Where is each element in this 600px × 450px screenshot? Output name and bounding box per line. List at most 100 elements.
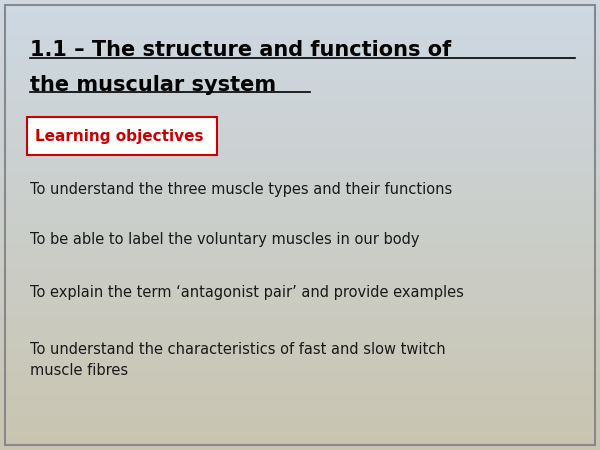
Bar	[0, 446, 600, 448]
Bar	[0, 65, 600, 67]
Bar	[0, 394, 600, 396]
Bar	[0, 2, 600, 4]
Bar	[0, 328, 600, 330]
Bar	[0, 194, 600, 195]
Bar	[0, 376, 600, 378]
Bar	[0, 169, 600, 171]
Bar	[0, 431, 600, 432]
Bar	[0, 137, 600, 139]
Bar	[0, 144, 600, 146]
Bar	[0, 54, 600, 56]
Bar	[0, 252, 600, 253]
Bar	[0, 443, 600, 445]
Text: Learning objectives: Learning objectives	[35, 129, 203, 144]
Bar	[0, 97, 600, 99]
Bar	[0, 330, 600, 332]
Bar	[0, 14, 600, 16]
Bar	[0, 336, 600, 338]
Bar	[0, 287, 600, 288]
Bar	[0, 213, 600, 215]
Bar	[0, 264, 600, 266]
Bar	[0, 385, 600, 387]
Bar	[0, 77, 600, 79]
Bar	[0, 248, 600, 250]
Bar	[0, 142, 600, 144]
Bar	[0, 10, 600, 12]
Bar	[0, 32, 600, 33]
Bar	[0, 374, 600, 376]
Bar	[0, 81, 600, 83]
Bar	[0, 183, 600, 184]
Bar	[0, 146, 600, 148]
Bar	[0, 49, 600, 51]
Bar	[0, 118, 600, 120]
Bar	[0, 315, 600, 316]
Bar	[0, 158, 600, 160]
Bar	[0, 425, 600, 427]
Bar	[0, 338, 600, 339]
Bar	[0, 308, 600, 310]
Text: To explain the term ‘antagonist pair’ and provide examples: To explain the term ‘antagonist pair’ an…	[30, 285, 464, 300]
Bar	[0, 422, 600, 423]
Bar	[0, 114, 600, 116]
Bar	[0, 348, 600, 350]
Bar	[0, 271, 600, 272]
Bar	[0, 327, 600, 328]
Bar	[0, 100, 600, 102]
Bar	[0, 12, 600, 14]
Bar	[0, 320, 600, 322]
Bar	[0, 56, 600, 58]
Bar	[0, 445, 600, 446]
Bar	[0, 72, 600, 74]
Bar	[0, 324, 600, 325]
Bar	[0, 266, 600, 267]
Bar	[0, 440, 600, 441]
Bar	[0, 68, 600, 70]
Bar	[0, 88, 600, 90]
Bar	[0, 39, 600, 40]
Bar	[0, 313, 600, 315]
Bar	[0, 418, 600, 420]
Bar	[0, 167, 600, 169]
Bar	[0, 184, 600, 186]
Bar	[0, 53, 600, 54]
Bar	[0, 272, 600, 274]
Bar	[0, 359, 600, 360]
Bar	[0, 360, 600, 362]
Bar	[0, 408, 600, 410]
Bar	[0, 30, 600, 32]
Bar	[0, 99, 600, 100]
Bar	[0, 332, 600, 334]
Bar	[0, 122, 600, 123]
Bar	[0, 70, 600, 72]
Bar	[0, 279, 600, 281]
Bar	[0, 63, 600, 65]
Bar	[0, 260, 600, 262]
Bar	[0, 256, 600, 258]
Bar	[0, 423, 600, 425]
Bar	[0, 21, 600, 23]
Bar	[0, 67, 600, 68]
Bar	[0, 58, 600, 60]
Bar	[0, 44, 600, 46]
Bar	[0, 288, 600, 290]
Bar	[0, 274, 600, 276]
Bar	[0, 255, 600, 256]
Text: To understand the characteristics of fast and slow twitch
muscle fibres: To understand the characteristics of fas…	[30, 342, 446, 378]
Bar	[0, 200, 600, 202]
Bar	[0, 186, 600, 188]
Bar	[0, 116, 600, 118]
Bar	[0, 350, 600, 351]
Bar	[0, 135, 600, 137]
Bar	[0, 207, 600, 209]
Bar	[0, 134, 600, 135]
Bar	[0, 353, 600, 355]
Bar	[0, 406, 600, 408]
Bar	[0, 18, 600, 19]
Bar	[0, 318, 600, 320]
Bar	[0, 434, 600, 436]
Bar	[0, 172, 600, 174]
Bar	[0, 267, 600, 269]
Bar	[0, 148, 600, 149]
Bar	[0, 325, 600, 327]
